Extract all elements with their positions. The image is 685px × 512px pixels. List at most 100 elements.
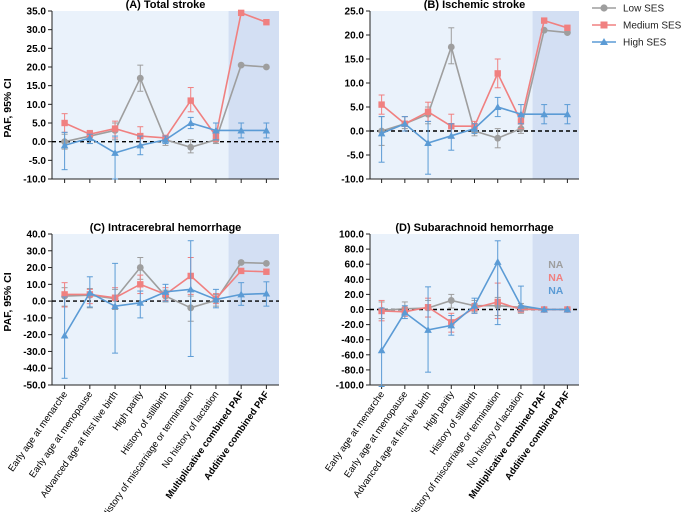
combined-paf-background xyxy=(532,11,579,179)
y-tick-label: 10.0 xyxy=(27,280,47,291)
y-tick-label: -40.0 xyxy=(23,364,46,375)
panel-title: (D) Subarachnoid hemorrhage xyxy=(395,222,553,234)
data-point xyxy=(493,258,502,265)
y-tick-label: -10.0 xyxy=(23,313,46,324)
y-tick-label: 5.0 xyxy=(350,103,364,114)
data-point xyxy=(262,259,270,267)
legend-item-high-ses: High SES xyxy=(592,38,667,49)
data-point xyxy=(60,331,69,339)
y-tick-label: 60.0 xyxy=(345,260,365,271)
y-tick-label: 25.0 xyxy=(27,44,47,55)
combined-paf-background xyxy=(228,11,279,179)
data-point xyxy=(237,9,245,17)
y-axis-label-top: PAF, 95% CI xyxy=(2,78,14,137)
data-point xyxy=(540,110,548,118)
data-point xyxy=(136,264,144,271)
data-point xyxy=(136,74,144,82)
data-point xyxy=(563,110,572,118)
data-point xyxy=(86,288,94,296)
data-point xyxy=(540,17,548,24)
data-point xyxy=(212,295,220,303)
series-high-ses xyxy=(60,116,271,180)
data-point xyxy=(447,132,456,139)
data-point xyxy=(111,302,119,310)
y-tick-label: 25.0 xyxy=(345,7,365,18)
data-point xyxy=(447,321,456,329)
y-tick-label: 15.0 xyxy=(345,55,365,66)
data-point xyxy=(186,119,195,126)
data-point xyxy=(237,61,245,69)
y-tick-label: 30.0 xyxy=(27,246,47,257)
panel-total-stroke: (A) Total stroke -10.0 -5.0 0.0 5.0 10.0 15.0 2… xyxy=(23,0,279,186)
panel-title: (B) Ischemic stroke xyxy=(424,0,525,11)
y-tick-label: 30.0 xyxy=(27,25,47,36)
y-axis-label-bottom: PAF, 95% CI xyxy=(2,272,14,331)
data-point xyxy=(540,305,548,313)
y-tick-label: -30.0 xyxy=(23,347,46,358)
y-tick-label: 0.0 xyxy=(350,305,364,316)
panel-title: (C) Intracerebral hemorrhage xyxy=(90,222,242,234)
legend-item-medium-ses: Medium SES xyxy=(592,21,682,32)
data-point xyxy=(564,24,571,31)
data-point xyxy=(378,101,385,108)
data-point xyxy=(263,19,270,26)
y-tick-label: -50.0 xyxy=(23,381,46,392)
data-point xyxy=(262,126,271,134)
data-point xyxy=(401,120,409,127)
y-tick-label: -80.0 xyxy=(341,365,364,376)
data-point xyxy=(86,134,94,141)
y-tick-label: 0.0 xyxy=(350,127,364,138)
y-tick-label: -10.0 xyxy=(341,175,364,186)
data-point xyxy=(186,285,195,293)
panel-intracerebral-hemorrhage: (C) Intracerebral hemorrhage -50.0 -40.0 -3… xyxy=(6,222,279,512)
series-high-ses xyxy=(377,240,572,388)
data-point xyxy=(563,305,572,313)
data-point xyxy=(494,134,502,142)
panel-title: (A) Total stroke xyxy=(126,0,206,11)
data-point xyxy=(237,259,245,266)
data-point xyxy=(111,149,119,156)
data-point xyxy=(137,281,144,288)
data-point xyxy=(187,97,194,104)
y-tick-label: 20.0 xyxy=(27,63,47,74)
y-tick-label: 20.0 xyxy=(345,31,365,42)
y-tick-label: -100.0 xyxy=(336,381,365,392)
combined-paf-background xyxy=(228,234,279,385)
na-label: NA xyxy=(548,272,564,284)
legend: Low SES Medium SES High SES xyxy=(592,4,682,49)
data-point xyxy=(136,298,145,306)
y-tick-label: 20.0 xyxy=(345,290,365,301)
data-point xyxy=(517,301,525,309)
data-point xyxy=(494,70,501,77)
legend-item-low-ses: Low SES xyxy=(592,4,664,15)
y-tick-label: -60.0 xyxy=(341,350,364,361)
data-point xyxy=(493,103,502,110)
y-tick-label: -5.0 xyxy=(29,156,47,167)
legend-label: Low SES xyxy=(623,4,664,15)
data-point xyxy=(212,126,220,134)
data-point xyxy=(161,288,170,295)
y-tick-label: 0.0 xyxy=(32,297,46,308)
y-tick-label: 0.0 xyxy=(32,137,46,148)
legend-marker-circle xyxy=(600,4,608,12)
data-point xyxy=(262,289,271,297)
y-tick-label: 20.0 xyxy=(27,263,47,274)
data-point xyxy=(136,141,145,149)
data-point xyxy=(424,326,432,333)
legend-marker-triangle xyxy=(600,38,608,45)
y-tick-label: 10.0 xyxy=(345,79,365,90)
data-point xyxy=(237,290,245,298)
y-tick-label: 15.0 xyxy=(27,81,47,92)
y-tick-label: 40.0 xyxy=(27,230,47,241)
y-tick-label: 5.0 xyxy=(32,119,46,130)
panel-subarachnoid-hemorrhage: (D) Subarachnoid hemorrhage -100.0 -80.0 -6… xyxy=(323,222,579,512)
y-tick-label: 35.0 xyxy=(27,7,47,18)
data-point xyxy=(424,108,432,115)
data-point xyxy=(447,43,455,51)
legend-label: Medium SES xyxy=(623,21,682,32)
y-tick-label: -20.0 xyxy=(341,320,364,331)
data-point xyxy=(517,110,525,118)
data-point xyxy=(161,136,170,143)
y-tick-label: -5.0 xyxy=(347,151,365,162)
data-point xyxy=(61,291,68,298)
